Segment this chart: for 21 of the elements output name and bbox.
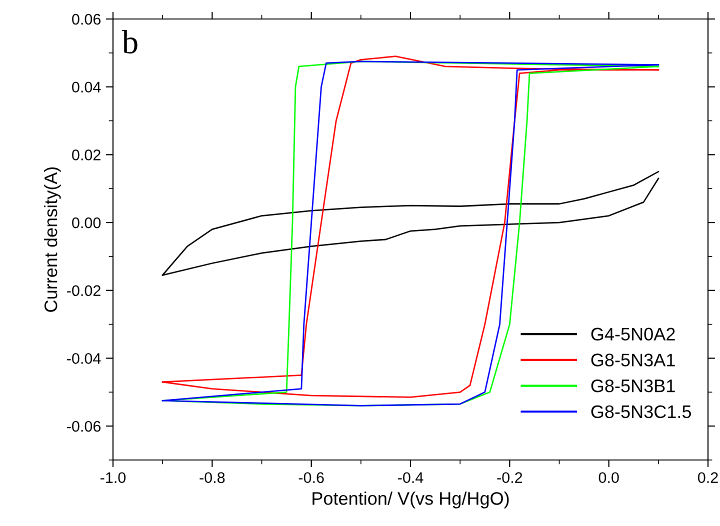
annotation: b xyxy=(122,30,138,54)
y-tick-label: 0.02 xyxy=(72,150,100,160)
x-tick-label: -0.2 xyxy=(497,472,522,484)
y-tick-label: -0.02 xyxy=(67,285,100,296)
x-tick-label: -0.6 xyxy=(298,472,324,484)
y-axis-title: Current density(A) xyxy=(44,167,61,312)
x-tick-label: 0.2 xyxy=(698,472,718,484)
y-tick-label: -0.06 xyxy=(67,420,101,432)
legend-label: G4-5N0A2 xyxy=(591,328,675,341)
x-axis-title: Potention/ V(vs Hg/HgO) xyxy=(312,492,509,508)
legend-label: G8-5N3A1 xyxy=(591,354,675,366)
x-tick-label: -0.4 xyxy=(398,472,424,484)
y-tick-label: -0.04 xyxy=(67,353,101,364)
x-tick-label: -0.8 xyxy=(200,472,225,484)
legend-label: G8-5N3C1.5 xyxy=(591,405,691,418)
x-tick-label: -1.0 xyxy=(100,472,126,484)
legend-label: G8-5N3B1 xyxy=(591,379,675,392)
y-tick-label: 0.06 xyxy=(72,14,101,25)
y-tick-label: 0.04 xyxy=(72,82,101,93)
y-tick-label: 0.00 xyxy=(72,217,101,228)
x-tick-label: 0.0 xyxy=(598,472,619,484)
